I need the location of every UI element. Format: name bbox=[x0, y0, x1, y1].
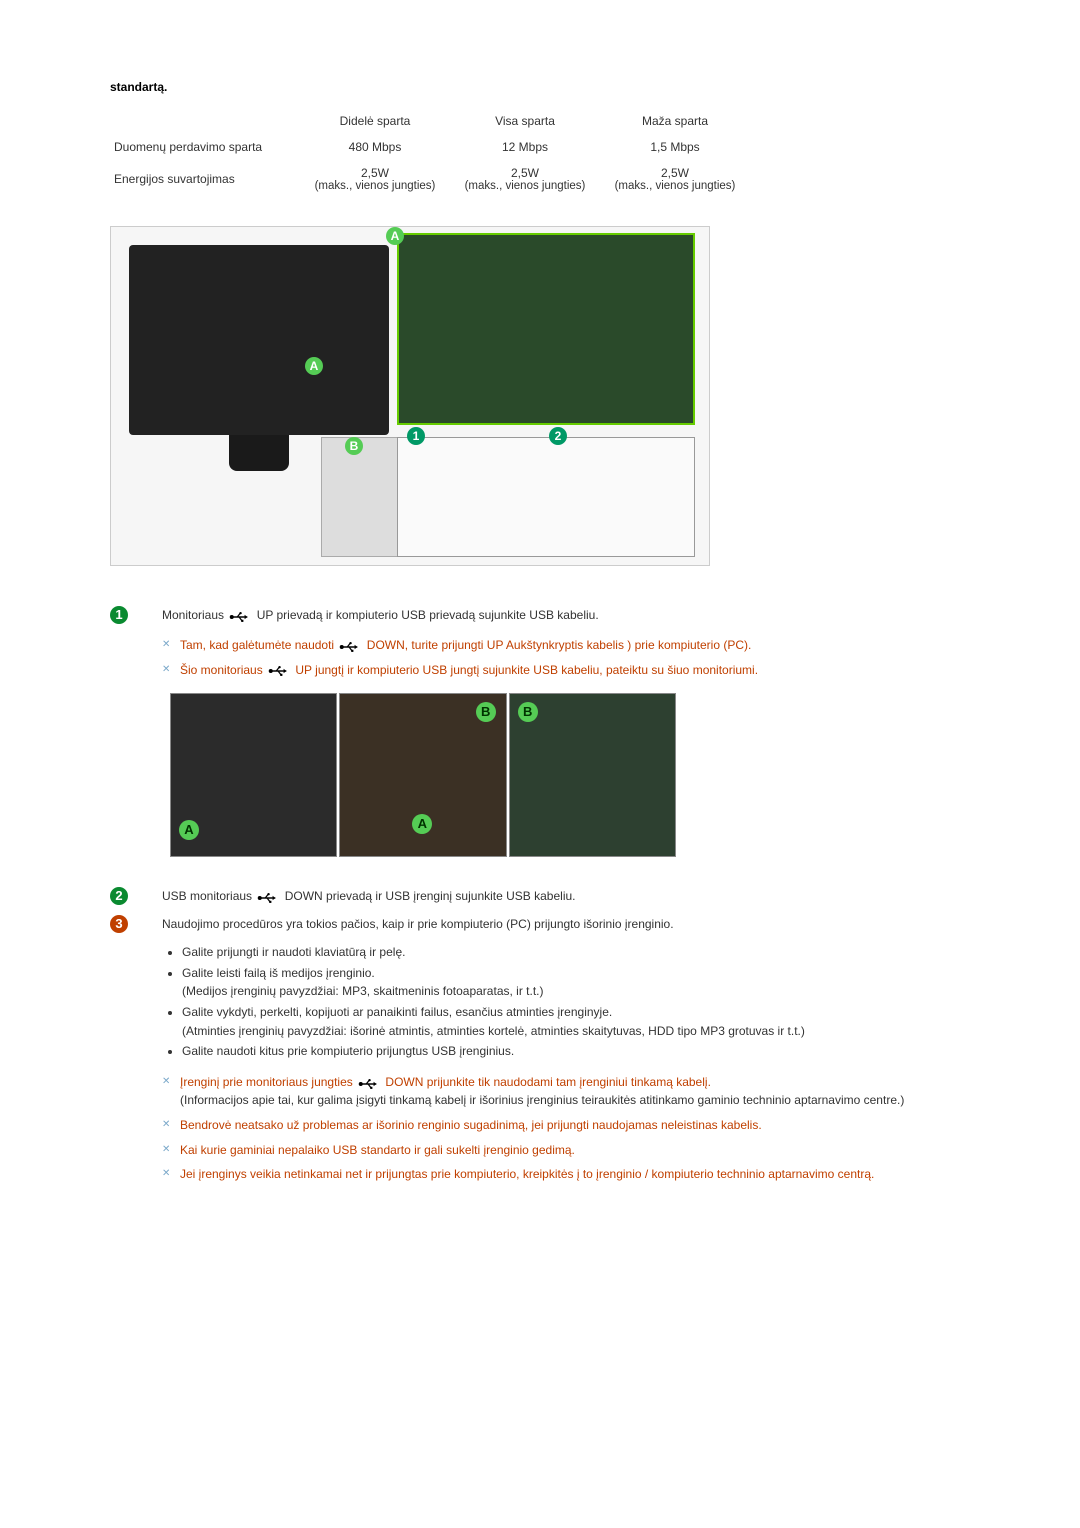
header-cell bbox=[110, 108, 300, 134]
note-item: Jei įrenginys veikia netinkamai net ir p… bbox=[162, 1165, 970, 1184]
diagram-label-b: B bbox=[345, 437, 363, 455]
row-label: Energijos suvartojimas bbox=[110, 160, 300, 198]
note-item: Bendrovė neatsako už problemas ar išorin… bbox=[162, 1116, 970, 1135]
list-item: Galite naudoti kitus prie kompiuterio pr… bbox=[182, 1042, 970, 1061]
photo-badge-b: B bbox=[518, 702, 538, 722]
table-row: Didelė sparta Visa sparta Maža sparta bbox=[110, 108, 750, 134]
photo-panel: B bbox=[509, 693, 676, 857]
header-cell: Maža sparta bbox=[600, 108, 750, 134]
list-item: Galite leisti failą iš medijos įrenginio… bbox=[182, 964, 970, 1001]
usb-icon bbox=[257, 891, 279, 903]
note-item: Įrenginį prie monitoriaus jungties DOWN … bbox=[162, 1073, 970, 1110]
list-item: Galite vykdyti, perkelti, kopijuoti ar p… bbox=[182, 1003, 970, 1040]
diagram-label-2: 2 bbox=[549, 427, 567, 445]
row-label: Duomenų perdavimo sparta bbox=[110, 134, 300, 160]
usb-icon bbox=[358, 1077, 380, 1089]
usb-icon bbox=[339, 640, 361, 652]
step-3: 3 Naudojimo procedūros yra tokios pačios… bbox=[110, 915, 970, 933]
cell: 2,5W (maks., vienos jungties) bbox=[600, 160, 750, 198]
photo-panel: A bbox=[170, 693, 337, 857]
step-text: Naudojimo procedūros yra tokios pačios, … bbox=[162, 915, 970, 933]
table-row: Energijos suvartojimas 2,5W (maks., vien… bbox=[110, 160, 750, 198]
section-title: standartą. bbox=[110, 80, 970, 94]
step-text: USB monitoriaus DOWN prievadą ir USB įre… bbox=[162, 887, 970, 905]
usage-bullets: Galite prijungti ir naudoti klaviatūrą i… bbox=[182, 943, 970, 1061]
note-item: Šio monitoriaus UP jungtį ir kompiuterio… bbox=[162, 661, 970, 680]
step-1: 1 Monitoriaus UP prievadą ir kompiuterio… bbox=[110, 606, 970, 624]
step-number-icon: 1 bbox=[110, 606, 128, 624]
header-cell: Didelė sparta bbox=[300, 108, 450, 134]
photo-panel: B A bbox=[339, 693, 506, 857]
usb-icon bbox=[268, 664, 290, 676]
diagram-label-a: A bbox=[386, 227, 404, 245]
list-item: Galite prijungti ir naudoti klaviatūrą i… bbox=[182, 943, 970, 962]
cell: 480 Mbps bbox=[300, 134, 450, 160]
connection-diagram: A A B 1 2 bbox=[110, 226, 710, 566]
diagram-label-a: A bbox=[305, 357, 323, 375]
photo-badge-a: A bbox=[412, 814, 432, 834]
step-text: Monitoriaus UP prievadą ir kompiuterio U… bbox=[162, 606, 970, 624]
table-row: Duomenų perdavimo sparta 480 Mbps 12 Mbp… bbox=[110, 134, 750, 160]
photo-strip: A B A B bbox=[170, 693, 676, 857]
header-cell: Visa sparta bbox=[450, 108, 600, 134]
diagram-label-1: 1 bbox=[407, 427, 425, 445]
cell: 2,5W (maks., vienos jungties) bbox=[450, 160, 600, 198]
cell: 2,5W (maks., vienos jungties) bbox=[300, 160, 450, 198]
cell: 1,5 Mbps bbox=[600, 134, 750, 160]
photo-badge-a: A bbox=[179, 820, 199, 840]
note-item: Tam, kad galėtumėte naudoti DOWN, turite… bbox=[162, 636, 970, 655]
cell: 12 Mbps bbox=[450, 134, 600, 160]
step-number-icon: 2 bbox=[110, 887, 128, 905]
step-2: 2 USB monitoriaus DOWN prievadą ir USB į… bbox=[110, 887, 970, 905]
note-item: Kai kurie gaminiai nepalaiko USB standar… bbox=[162, 1141, 970, 1160]
usb-icon bbox=[229, 610, 251, 622]
spec-table: Didelė sparta Visa sparta Maža sparta Du… bbox=[110, 108, 750, 198]
photo-badge-b: B bbox=[476, 702, 496, 722]
step-number-icon: 3 bbox=[110, 915, 128, 933]
